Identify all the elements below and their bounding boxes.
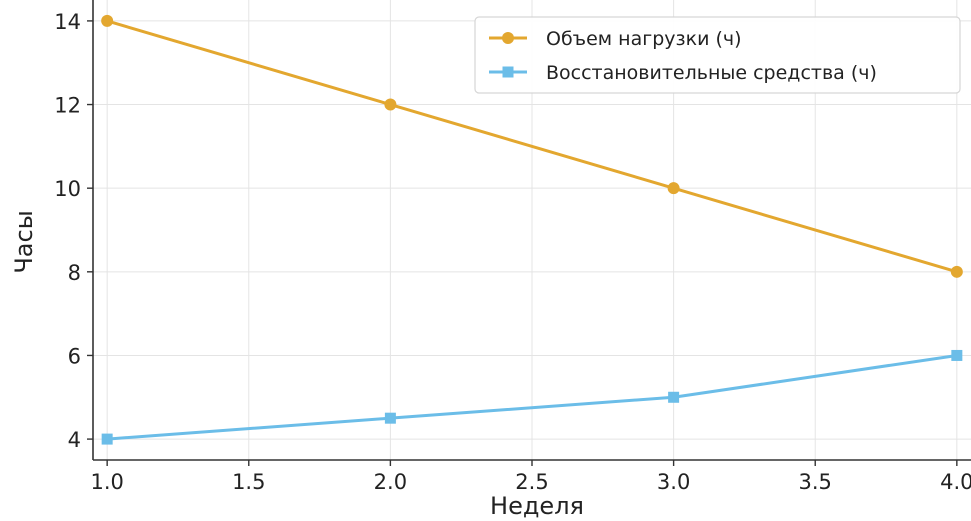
data-point (384, 412, 396, 424)
x-tick-label: 3.5 (799, 470, 832, 494)
data-point (667, 182, 680, 195)
y-axis-label: Часы (10, 210, 38, 273)
series-2 (101, 349, 963, 445)
y-ticks: 4 6 8 10 12 14 (54, 10, 93, 452)
y-tick-label: 4 (68, 428, 81, 452)
series (101, 14, 963, 445)
legend-label: Восстановительные средства (ч) (546, 62, 877, 84)
data-point (101, 14, 114, 27)
legend-box (474, 16, 961, 94)
legend-swatch-marker (502, 32, 514, 44)
x-axis-label: Неделя (490, 492, 584, 520)
y-tick-label: 10 (54, 177, 81, 201)
y-tick-label: 12 (54, 94, 81, 118)
legend-swatch-marker (502, 66, 514, 78)
data-point (384, 98, 397, 111)
x-ticks: 1.0 1.5 2.0 2.5 3.0 3.5 4.0 (90, 460, 971, 494)
data-point (951, 349, 963, 361)
data-point (101, 433, 113, 445)
y-tick-label: 8 (68, 261, 81, 285)
legend-items: Объем нагрузки (ч) Восстановительные сред… (489, 28, 877, 84)
series-line (106, 19, 958, 274)
x-tick-label: 1.5 (232, 470, 265, 494)
series-1 (101, 14, 963, 278)
y-tick-label: 14 (54, 10, 81, 34)
data-point (668, 391, 680, 403)
y-tick-label: 6 (68, 344, 81, 368)
data-point (950, 265, 963, 278)
legend-item: Объем нагрузки (ч) (489, 28, 742, 50)
legend: Объем нагрузки (ч) Восстановительные сред… (474, 16, 961, 94)
x-tick-label: 3.0 (657, 470, 690, 494)
legend-item: Восстановительные средства (ч) (489, 62, 877, 84)
x-tick-label: 2.5 (515, 470, 548, 494)
series-line (107, 353, 958, 441)
x-tick-label: 1.0 (90, 470, 123, 494)
x-tick-label: 4.0 (940, 470, 971, 494)
x-tick-label: 2.0 (374, 470, 407, 494)
legend-label: Объем нагрузки (ч) (546, 28, 742, 50)
